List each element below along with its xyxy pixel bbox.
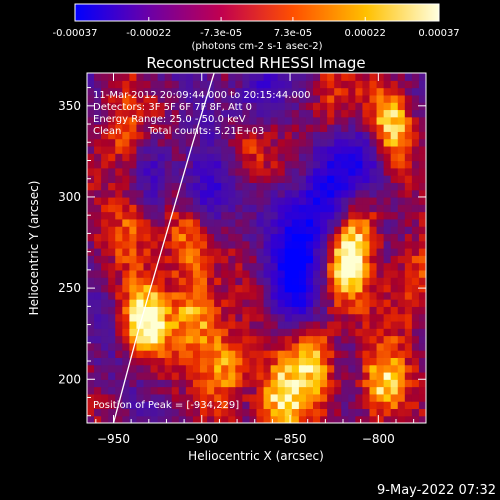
y-tick-label: 200 xyxy=(58,372,81,386)
y-tick-label: 350 xyxy=(58,99,81,113)
annotation-detectors: Detectors: 3F 5F 6F 7F 8F, Att 0 xyxy=(93,102,252,113)
annotations: 11-Mar-2012 20:09:44.000 to 20:15:44.000… xyxy=(93,90,311,411)
x-tick-label: −850 xyxy=(274,432,307,446)
x-tick-label: −950 xyxy=(97,432,130,446)
colorbar-tick-label: -0.00037 xyxy=(53,28,98,39)
axis-ticks: −950 −900 −850 −800 200 250 300 350 xyxy=(58,73,426,446)
annotation-peak: Position of Peak = [-934,229] xyxy=(93,400,239,411)
colorbar-bar xyxy=(74,3,440,22)
colorbar-ticks: -0.00037 -0.00022 -7.3e-05 7.3e-05 0.00022 0.… xyxy=(53,17,460,39)
plot-frame xyxy=(86,72,427,424)
annotation-algorithm: Clean xyxy=(93,126,121,137)
x-tick-label: −800 xyxy=(362,432,395,446)
heatmap-cells xyxy=(87,73,426,423)
annotation-total-counts: Total counts: 5.21E+03 xyxy=(147,126,264,137)
footer-timestamp: 9-May-2022 07:32 xyxy=(377,483,496,498)
plot-area: −950 −900 −850 −800 200 250 300 350 xyxy=(58,72,427,446)
y-axis-title: Heliocentric Y (arcsec) xyxy=(27,181,41,316)
chart-title: Reconstructed RHESSI Image xyxy=(146,54,365,72)
annotation-energy: Energy Range: 25.0 - 50.0 keV xyxy=(93,114,246,125)
x-tick-label: −900 xyxy=(185,432,218,446)
colorbar-tick-label: -7.3e-05 xyxy=(200,28,242,39)
colorbar-tick-label: 7.3e-05 xyxy=(274,28,312,39)
colorbar-tick-label: 0.00022 xyxy=(345,28,386,39)
annotation-time-range: 11-Mar-2012 20:09:44.000 to 20:15:44.000 xyxy=(93,90,311,101)
y-tick-label: 300 xyxy=(58,190,81,204)
y-tick-label: 250 xyxy=(58,281,81,295)
colorbar-unit-label: (photons cm-2 s-1 asec-2) xyxy=(191,41,322,52)
x-axis-title: Heliocentric X (arcsec) xyxy=(188,449,324,463)
colorbar: -0.00037 -0.00022 -7.3e-05 7.3e-05 0.00022 0.… xyxy=(53,3,460,52)
colorbar-tick-label: -0.00022 xyxy=(126,28,171,39)
limb-line xyxy=(112,73,215,423)
colorbar-tick-label: 0.00037 xyxy=(418,28,459,39)
